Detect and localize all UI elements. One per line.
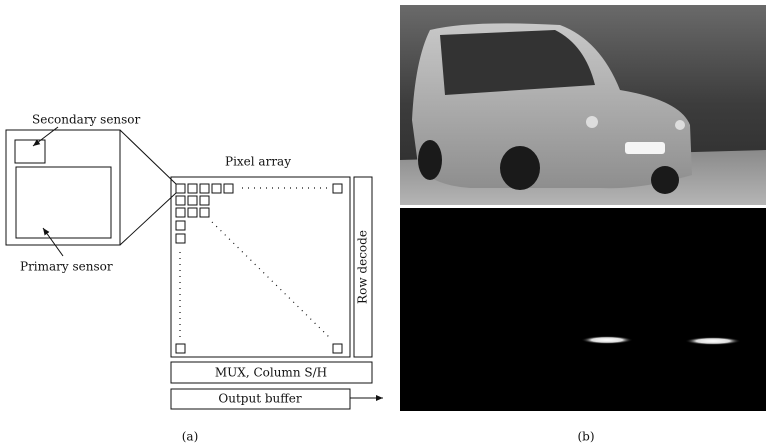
pixel-array bbox=[171, 177, 350, 357]
pixels bbox=[176, 184, 342, 353]
secondary-sensor-box bbox=[15, 140, 45, 163]
caption-b: (b) bbox=[577, 430, 594, 444]
mux-label: MUX, Column S/H bbox=[215, 366, 327, 380]
row-decode-label: Row decode bbox=[356, 230, 370, 304]
secondary-label: Secondary sensor bbox=[32, 113, 141, 127]
figure: Secondary sensor Primary sensor Pixel ar… bbox=[0, 0, 772, 448]
sensor-pixel bbox=[6, 130, 120, 245]
arrow bbox=[43, 228, 63, 256]
primary-sensor-box bbox=[16, 167, 111, 238]
photo-infrared bbox=[400, 208, 766, 411]
zoom-line bbox=[120, 130, 176, 184]
panel-a: Secondary sensor Primary sensor Pixel ar… bbox=[6, 113, 383, 444]
panel-b: (b) bbox=[400, 5, 766, 444]
output-buffer-label: Output buffer bbox=[218, 392, 301, 406]
primary-label: Primary sensor bbox=[20, 260, 113, 274]
pixel-array-label: Pixel array bbox=[225, 155, 291, 169]
zoom-line bbox=[120, 193, 176, 245]
caption-a: (a) bbox=[182, 430, 199, 444]
